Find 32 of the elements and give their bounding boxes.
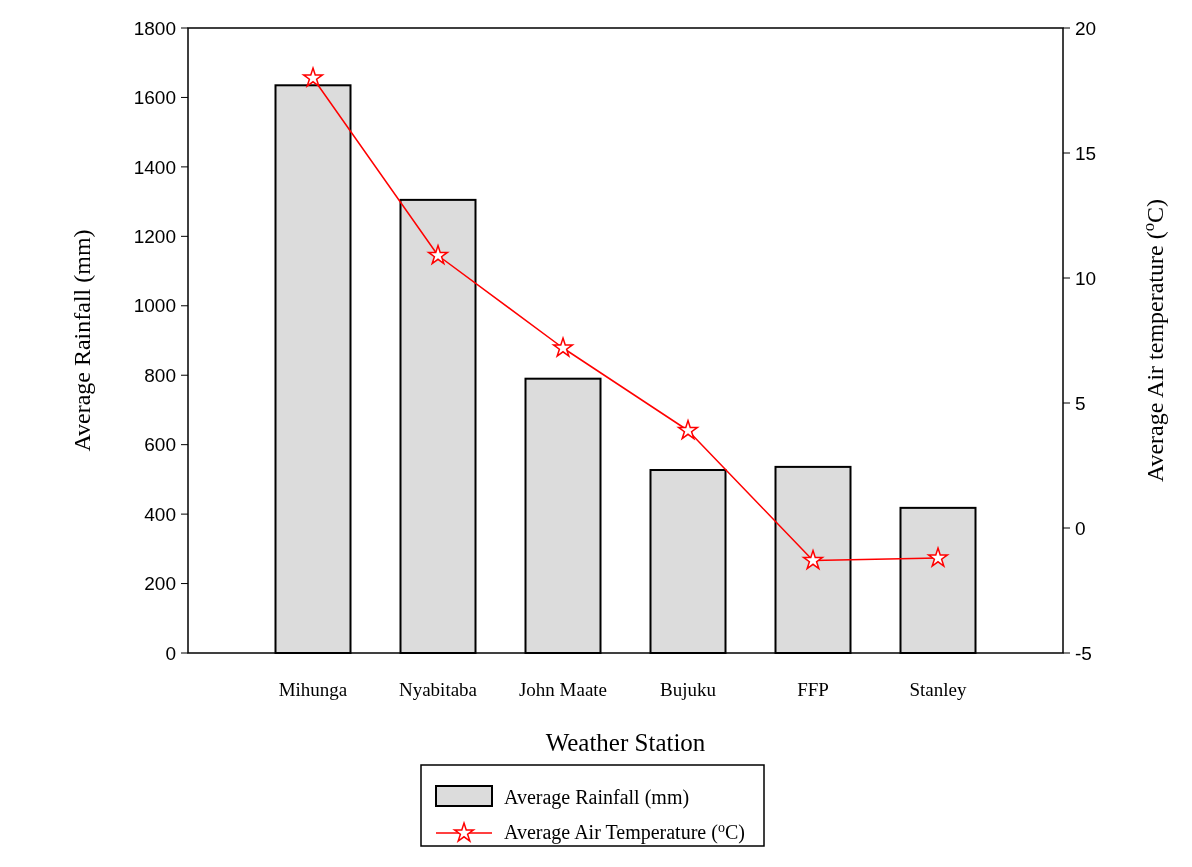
x-tick-label: Bujuku [660,679,717,700]
y2-tick-label: -5 [1075,642,1092,664]
y-tick-label: 800 [144,364,176,386]
legend-label: Average Air Temperature ($^{o}$C) [504,819,745,844]
point [802,549,824,570]
y-tick-label: 1600 [133,87,176,109]
y-tick-label: 1000 [133,295,176,317]
point [427,244,449,265]
y-tick-label: 1800 [133,17,176,39]
point [677,419,699,440]
point [927,547,949,567]
y-tick-label: 400 [144,503,176,525]
y-axis-title: Average Rainfall (mm) [69,229,95,452]
y-tick-label: 200 [144,573,176,595]
x-tick-label: Stanley [909,679,967,700]
x-tick-label: Nyabitaba [398,679,478,700]
y2-tick-label: 10 [1075,267,1097,289]
y2-tick-label: 20 [1075,17,1097,39]
x-axis-title: Weather Station [545,729,706,756]
y-tick-label: 600 [144,434,176,456]
y2-tick-label: 15 [1075,142,1097,164]
y-tick-label: 1200 [133,225,176,247]
point [552,337,574,357]
y2-tick-label: 5 [1075,392,1086,414]
point [302,67,324,87]
x-tick-label: Mihunga [278,679,348,700]
y-tick-label: 1400 [133,156,176,178]
legend-label: Average Rainfall (mm) [504,786,690,809]
x-tick-label: John Maate [518,679,608,700]
y2-tick-label: 0 [1075,517,1086,539]
x-tick-label: FFP [797,679,829,700]
y-tick-label: 0 [165,642,176,664]
